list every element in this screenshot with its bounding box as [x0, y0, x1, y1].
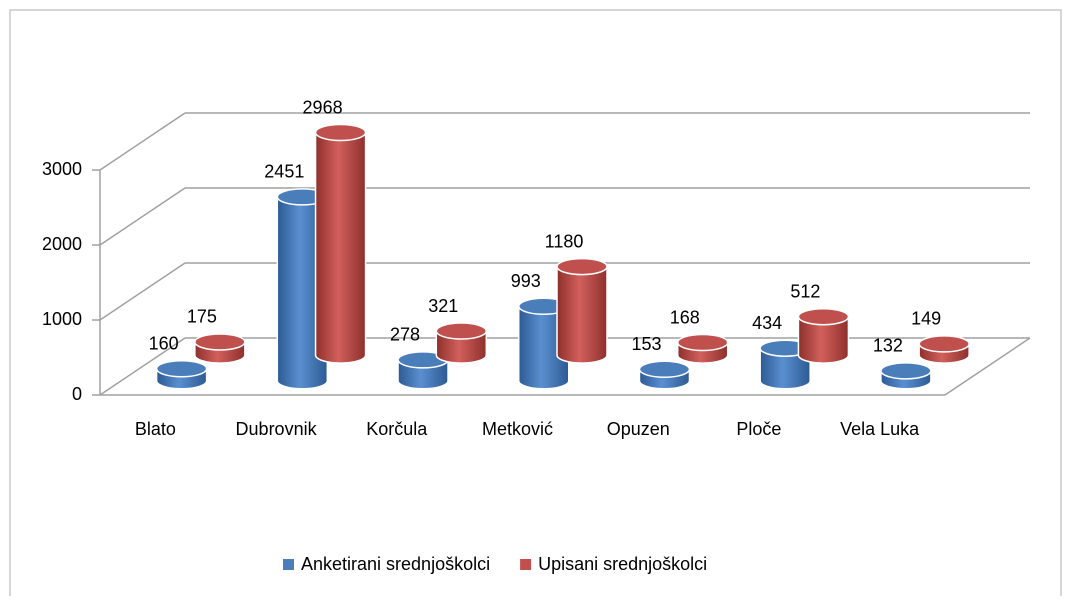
cylinder-top [155, 360, 208, 378]
y-tick-label: 1000 [42, 309, 82, 329]
x-tick-label: Opuzen [607, 419, 670, 439]
x-tick-label: Blato [135, 419, 176, 439]
cylinder-top [314, 123, 367, 142]
y-tick-label: 3000 [42, 159, 82, 179]
value-label: 1180 [545, 231, 584, 251]
cylinder [797, 315, 850, 364]
grid-line [99, 262, 186, 321]
cylinder [435, 330, 488, 364]
cylinder [759, 347, 811, 390]
x-tick-label: Dubrovnik [236, 419, 318, 439]
cylinder-top [676, 333, 729, 352]
cylinder-top [880, 362, 932, 380]
value-label: 132 [873, 336, 903, 356]
grid-line [99, 112, 186, 171]
cylinder-top [638, 360, 691, 379]
x-tick-label: Ploče [736, 419, 781, 439]
y-tick-label: 2000 [42, 234, 82, 254]
value-label: 149 [911, 309, 941, 329]
cylinder-top [435, 322, 488, 340]
cylinder [314, 131, 367, 364]
value-label: 434 [752, 313, 782, 333]
cylinder [276, 196, 329, 390]
value-label: 993 [511, 271, 541, 291]
cylinder-top [556, 257, 608, 276]
y-tick-label: 0 [72, 384, 82, 404]
value-label: 321 [428, 296, 458, 316]
value-label: 153 [631, 334, 661, 354]
x-tick-label: Metković [482, 419, 553, 439]
cylinder-top [918, 335, 970, 353]
x-tick-label: Vela Luka [840, 419, 920, 439]
floor-edge [944, 337, 1031, 396]
value-label: 2968 [303, 97, 343, 117]
legend-swatch [520, 559, 532, 570]
legend-swatch [283, 559, 294, 570]
value-label: 160 [149, 334, 179, 354]
legend-label: Anketirani srednjoškolci [301, 554, 490, 574]
grid-line [99, 337, 186, 396]
legend-label: Upisani srednjoškolci [538, 554, 707, 574]
value-label: 512 [790, 281, 820, 301]
value-label: 175 [187, 307, 217, 327]
grid-line [99, 187, 186, 246]
value-label: 168 [670, 307, 700, 327]
chart-frame [9, 9, 1062, 601]
cylinder-top [194, 333, 246, 351]
x-tick-label: Korčula [366, 419, 428, 439]
cylinder [556, 265, 608, 364]
value-label: 278 [390, 325, 420, 345]
cylinder-top [797, 307, 850, 326]
value-label: 2451 [264, 162, 304, 182]
